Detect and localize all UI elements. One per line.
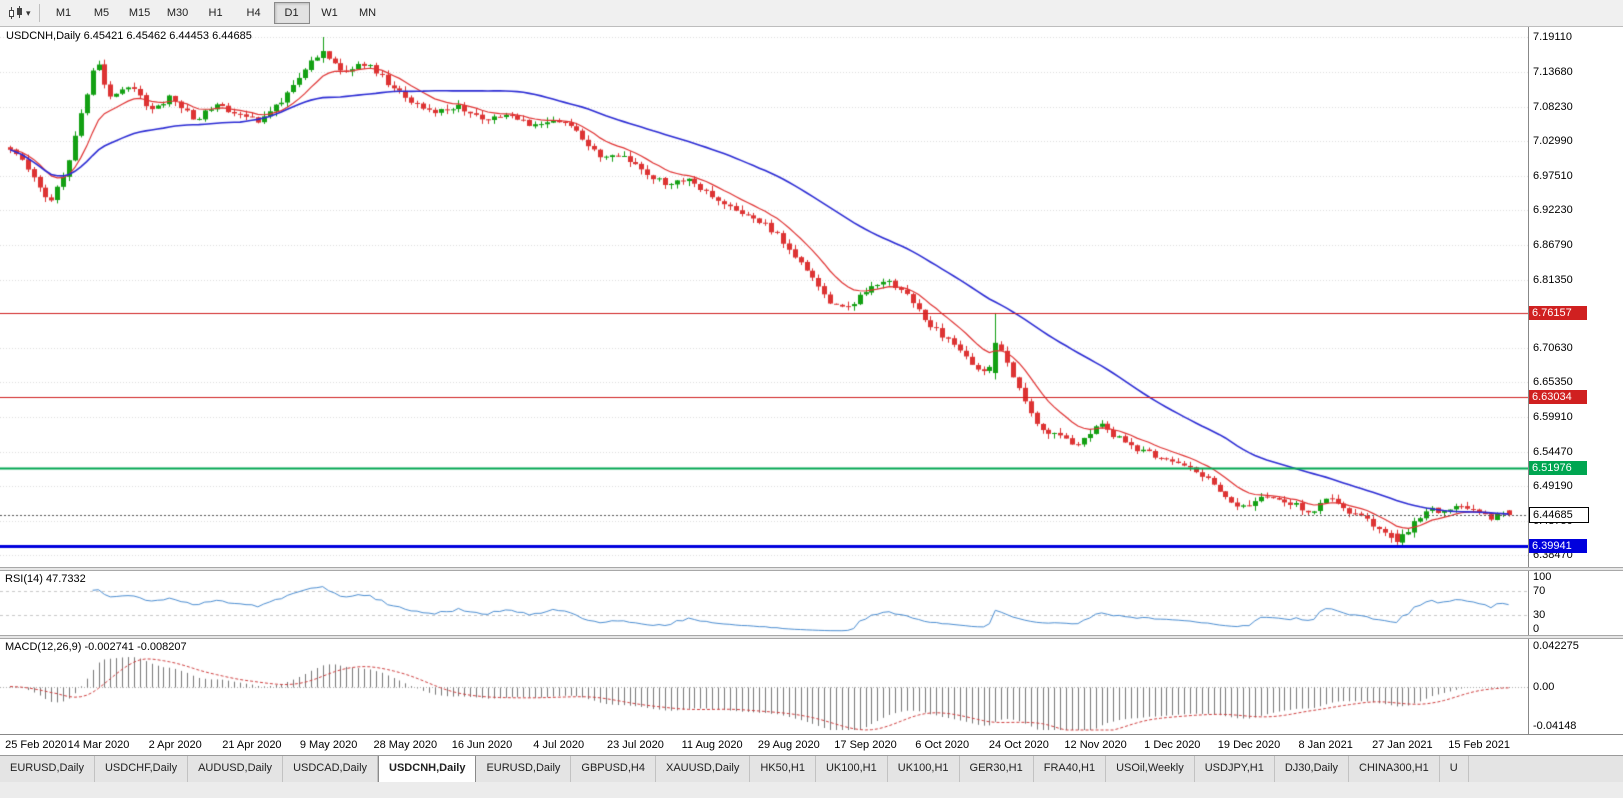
timeframe-button-m15[interactable]: M15 — [128, 7, 151, 19]
timeframe-button-h4[interactable]: H4 — [246, 7, 261, 19]
chart-tab-china300-h1[interactable]: CHINA300,H1 — [1349, 756, 1440, 782]
rsi-axis-label: 0 — [1533, 623, 1540, 635]
rsi-axis-label: 100 — [1533, 571, 1552, 583]
date-axis-label: 27 Jan 2021 — [1372, 739, 1433, 751]
price-axis-label: 6.54470 — [1533, 446, 1573, 459]
chart-tab-usdcad-daily[interactable]: USDCAD,Daily — [283, 756, 379, 782]
chart-tab-eurusd-daily[interactable]: EURUSD,Daily — [0, 756, 95, 782]
price-axis-label: 7.08230 — [1533, 100, 1573, 113]
chart-tab-usoil-weekly[interactable]: USOil,Weekly — [1106, 756, 1195, 782]
macd-axis[interactable]: 0.042275 0.00 -0.04148 — [1528, 639, 1623, 734]
price-level-badge: 6.39941 — [1529, 538, 1587, 553]
timeframe-button-mn[interactable]: MN — [358, 7, 377, 19]
timeframe-button-d1[interactable]: D1 — [273, 2, 310, 24]
date-axis-label: 28 May 2020 — [373, 739, 438, 751]
toolbar-separator — [38, 4, 40, 22]
chart-tab-gbpusd-h4[interactable]: GBPUSD,H4 — [571, 756, 656, 782]
date-axis-label: 14 Mar 2020 — [67, 739, 130, 751]
price-level-badge: 6.51976 — [1529, 461, 1587, 476]
macd-axis-label: -0.04148 — [1533, 720, 1577, 733]
chart-tabs-bar: EURUSD,Daily USDCHF,Daily AUDUSD,Daily USDC… — [0, 755, 1623, 782]
panel-splitter-macd[interactable] — [0, 635, 1623, 639]
chart-tab-usdcnh-daily[interactable]: USDCNH,Daily — [378, 756, 477, 782]
rsi-label: RSI(14) 47.7332 — [5, 573, 86, 585]
rsi-axis-label: 30 — [1533, 608, 1546, 621]
chart-tab-uk100-h1[interactable]: UK100,H1 — [887, 756, 960, 782]
price-axis-label: 6.70630 — [1533, 342, 1573, 355]
price-axis-label: 6.86790 — [1533, 238, 1573, 251]
macd-axis-label: 0.042275 — [1533, 640, 1579, 653]
price-axis-label: 7.13680 — [1533, 65, 1573, 78]
macd-label: MACD(12,26,9) -0.002741 -0.008207 — [5, 641, 187, 653]
timeframe-button-m1[interactable]: M1 — [55, 7, 72, 19]
macd-axis-label: 0.00 — [1533, 680, 1555, 693]
chart-tab-u[interactable]: U — [1439, 756, 1469, 782]
date-axis-label: 6 Oct 2020 — [915, 739, 970, 751]
bottom-strip — [0, 782, 1623, 798]
date-axis-label: 29 Aug 2020 — [757, 739, 820, 751]
price-panel: USDCNH,Daily 6.45421 6.45462 6.44453 6.4… — [0, 27, 1623, 567]
price-axis-label: 7.19110 — [1533, 31, 1572, 44]
timeframe-button-m5[interactable]: M5 — [93, 7, 110, 19]
date-axis-label: 11 Aug 2020 — [681, 739, 743, 751]
macd-panel: MACD(12,26,9) -0.002741 -0.008207 0.0422… — [0, 639, 1623, 734]
date-axis-label: 9 May 2020 — [299, 739, 358, 751]
price-level-badge: 6.63034 — [1529, 390, 1587, 405]
chart-tab-uk100-h1[interactable]: UK100,H1 — [815, 756, 888, 782]
panel-splitter-rsi[interactable] — [0, 567, 1623, 571]
date-axis-label: 17 Sep 2020 — [834, 739, 897, 751]
chart-tab-hk50-h1[interactable]: HK50,H1 — [750, 756, 816, 782]
date-axis-label: 23 Jul 2020 — [606, 739, 664, 751]
price-level-badge: 6.76157 — [1529, 305, 1587, 320]
timeframe-button-m30[interactable]: M30 — [166, 7, 189, 19]
date-axis-label: 16 Jun 2020 — [451, 739, 513, 751]
date-axis-label: 25 Feb 2020 — [5, 739, 67, 751]
date-axis-label: 12 Nov 2020 — [1064, 739, 1127, 751]
chart-tab-xauusd-daily[interactable]: XAUUSD,Daily — [655, 756, 751, 782]
chart-window: USDCNH,Daily 6.45421 6.45462 6.44453 6.4… — [0, 27, 1623, 755]
rsi-axis-label: 70 — [1533, 585, 1546, 598]
chart-tab-audusd-daily[interactable]: AUDUSD,Daily — [188, 756, 284, 782]
date-axis-label: 8 Jan 2021 — [1298, 739, 1353, 751]
chart-type-button[interactable]: ▾ — [5, 2, 34, 24]
date-axis-label: 2 Apr 2020 — [148, 739, 202, 751]
date-axis-label: 15 Feb 2021 — [1448, 739, 1510, 751]
chart-tab-usdjpy-h1[interactable]: USDJPY,H1 — [1194, 756, 1275, 782]
timeframe-buttons: M1 M5 M15 M30 H1 H4 D1 W1 MN — [45, 2, 387, 24]
rsi-panel: RSI(14) 47.7332 100 70 30 0 — [0, 571, 1623, 635]
date-axis-label: 4 Jul 2020 — [533, 739, 585, 751]
price-axis-label: 6.65350 — [1533, 376, 1573, 389]
timeframe-button-h1[interactable]: H1 — [208, 7, 223, 19]
chart-tab-usdchf-daily[interactable]: USDCHF,Daily — [94, 756, 189, 782]
price-axis-label: 6.92230 — [1533, 203, 1573, 216]
dropdown-caret-icon: ▾ — [26, 7, 31, 18]
chart-ohlc-header: USDCNH,Daily 6.45421 6.45462 6.44453 6.4… — [6, 30, 252, 42]
price-axis-label: 6.59910 — [1533, 411, 1573, 424]
price-axis-label: 6.97510 — [1533, 169, 1573, 182]
date-axis-label: 1 Dec 2020 — [1144, 739, 1201, 751]
price-chart-canvas[interactable] — [0, 27, 1528, 567]
timeframe-toolbar: ▾ M1 M5 M15 M30 H1 H4 D1 W1 MN — [0, 0, 1623, 27]
price-axis-label: 6.49190 — [1533, 480, 1573, 493]
chart-tab-ger30-h1[interactable]: GER30,H1 — [959, 756, 1034, 782]
timeframe-button-w1[interactable]: W1 — [321, 7, 338, 19]
candlestick-chart-icon — [9, 6, 22, 19]
chart-tab-dj30-daily[interactable]: DJ30,Daily — [1274, 756, 1350, 782]
current-price-badge: 6.44685 — [1529, 507, 1589, 524]
date-axis-label: 19 Dec 2020 — [1217, 739, 1281, 751]
date-axis-label: 24 Oct 2020 — [988, 739, 1049, 751]
price-axis-label: 6.81350 — [1533, 273, 1573, 286]
date-axis[interactable]: 25 Feb 2020 14 Mar 2020 2 Apr 2020 21 Apr 2… — [0, 734, 1623, 755]
date-axis-label: 21 Apr 2020 — [222, 739, 282, 751]
chart-tab-eurusd-daily[interactable]: EURUSD,Daily — [476, 756, 572, 782]
price-axis[interactable]: 7.19110 7.13680 7.08230 7.02990 6.97510 6.922… — [1528, 27, 1623, 567]
macd-chart-canvas[interactable] — [0, 639, 1528, 734]
chart-tab-fra40-h1[interactable]: FRA40,H1 — [1033, 756, 1107, 782]
rsi-axis[interactable]: 100 70 30 0 — [1528, 571, 1623, 635]
rsi-chart-canvas[interactable] — [0, 571, 1528, 635]
price-axis-label: 7.02990 — [1533, 134, 1573, 147]
